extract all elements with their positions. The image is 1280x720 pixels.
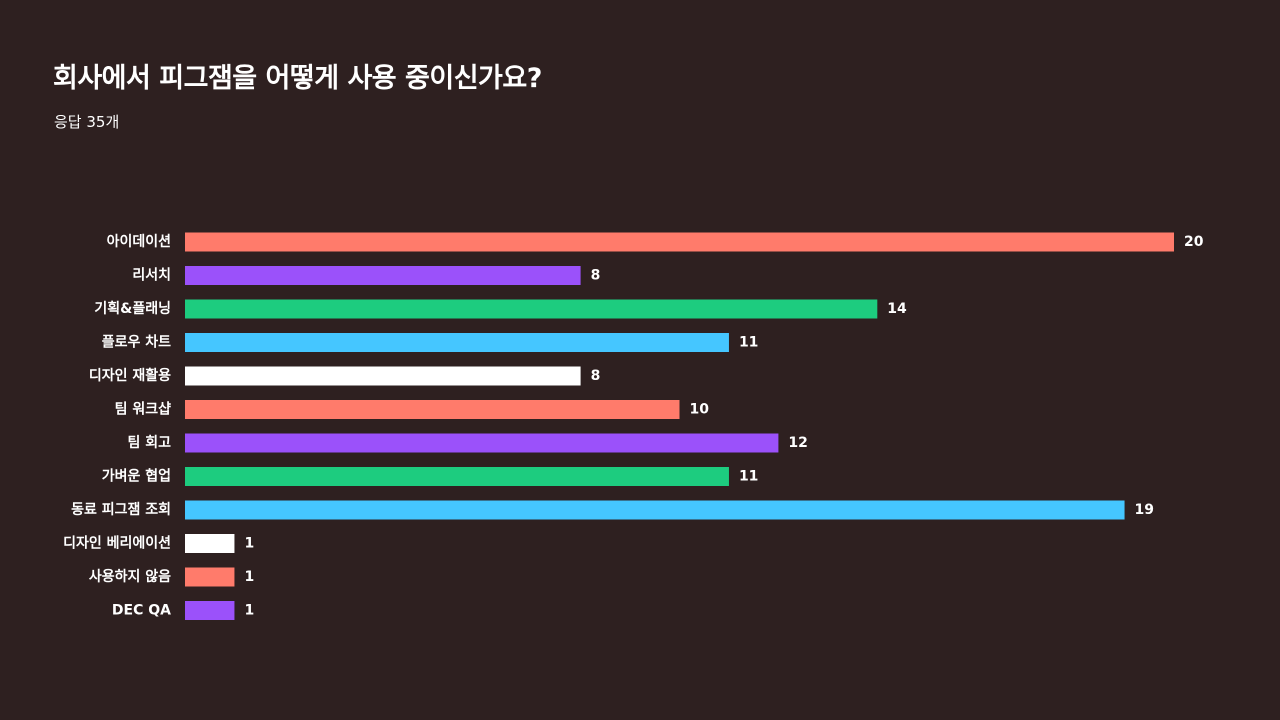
bar: [185, 400, 680, 419]
category-label: 팀 회고: [127, 435, 171, 451]
bar: [185, 299, 878, 319]
value-label: 20: [1184, 234, 1204, 250]
category-label: 가벼운 협업: [102, 468, 171, 485]
bar: [185, 266, 581, 285]
value-label: 8: [591, 368, 601, 384]
value-label: 10: [690, 402, 710, 418]
bar: [185, 567, 235, 587]
bar: [185, 433, 779, 453]
category-label: 사용하지 않음: [89, 568, 171, 585]
value-label: 19: [1135, 502, 1154, 518]
bar: [185, 534, 235, 553]
category-label: 아이데이션: [107, 233, 171, 250]
value-label: 11: [739, 335, 758, 351]
chart-title: 회사에서 피그잼을 어떻게 사용 중이신가요?: [53, 63, 542, 94]
category-label: 디자인 재활용: [89, 367, 171, 384]
category-label: DEC QA: [112, 603, 171, 619]
bar: [185, 333, 729, 352]
category-label: 플로우 차트: [102, 335, 171, 351]
bar: [185, 601, 235, 620]
bar: [185, 467, 729, 486]
value-label: 12: [788, 435, 807, 451]
value-label: 8: [591, 268, 601, 284]
category-label: 동료 피그잼 조회: [71, 501, 171, 518]
category-label: 리서치: [132, 268, 171, 284]
value-label: 11: [739, 469, 758, 485]
value-label: 1: [244, 569, 254, 585]
value-label: 1: [244, 603, 254, 619]
bar: [185, 366, 581, 386]
category-label: 팀 워크샵: [115, 402, 172, 418]
bar: [185, 232, 1174, 252]
bar: [185, 500, 1125, 520]
category-label: 기획&플래닝: [94, 300, 171, 317]
value-label: 1: [244, 536, 254, 552]
value-label: 14: [887, 301, 907, 317]
category-label: 디자인 베리에이션: [63, 535, 171, 552]
response-count: 응답 35개: [54, 113, 120, 131]
